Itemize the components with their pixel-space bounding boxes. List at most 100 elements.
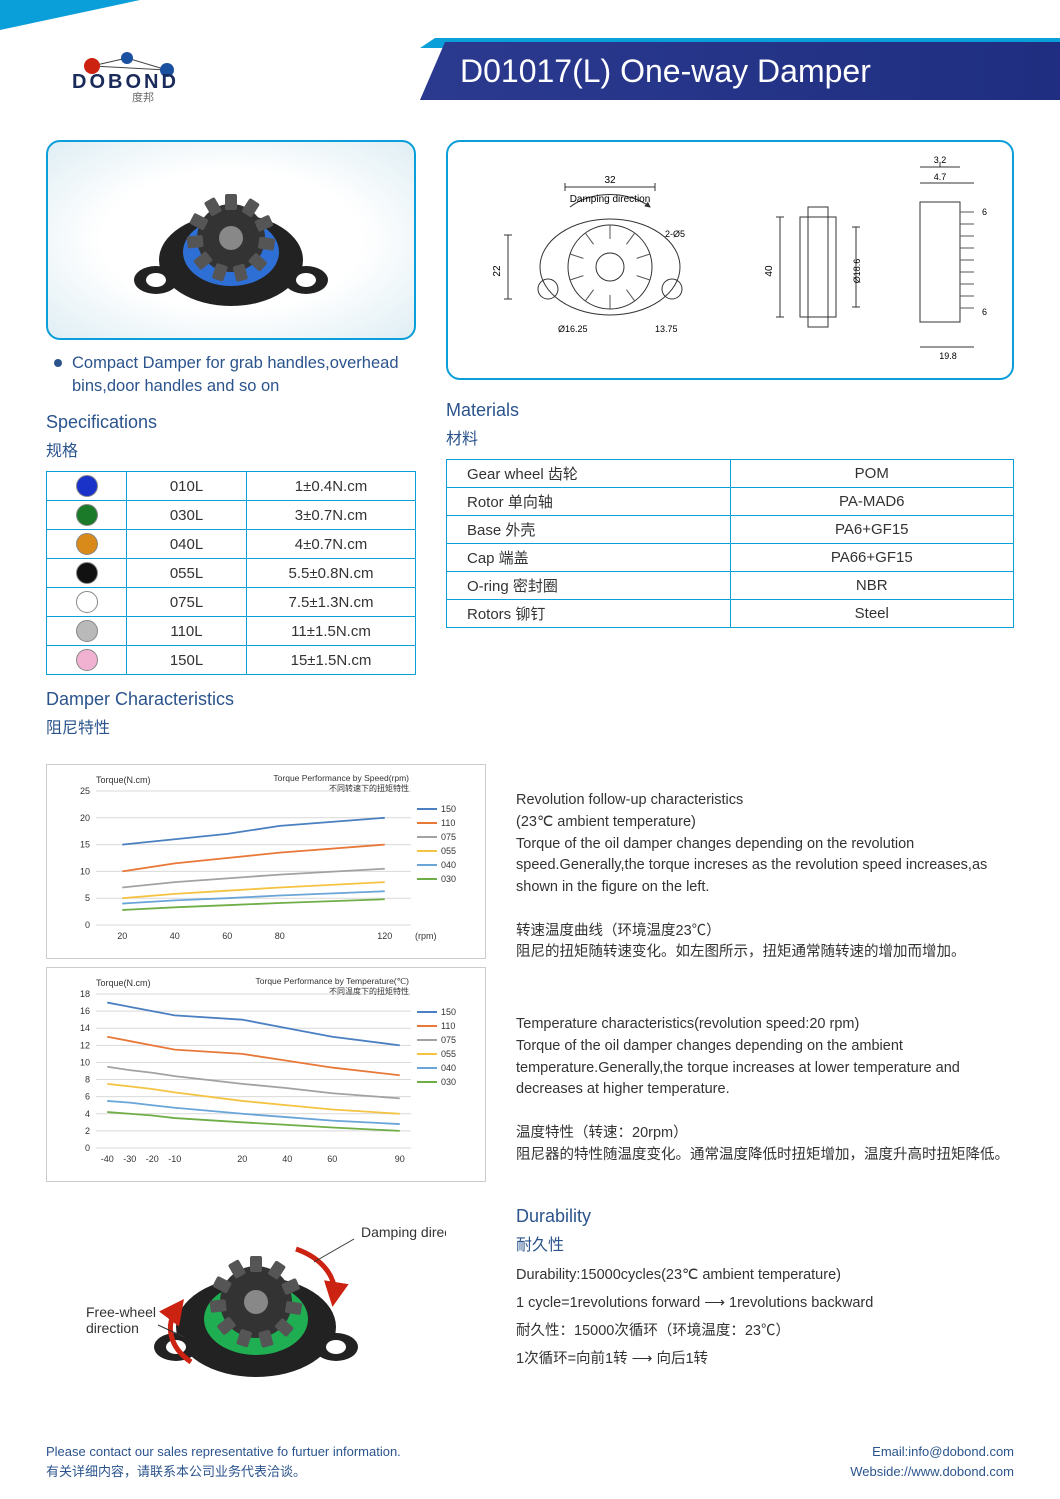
svg-text:25: 25 [80, 786, 90, 796]
svg-text:10: 10 [80, 1058, 90, 1068]
dur-l2: 1 cycle=1revolutions forward ⟶ 1revoluti… [516, 1293, 1014, 1315]
svg-text:150: 150 [441, 804, 456, 814]
svg-text:20: 20 [237, 1154, 247, 1164]
bullet-dot-icon [54, 359, 62, 367]
svg-text:6: 6 [982, 307, 987, 317]
tmp-heading: Temperature characteristics(revolution s… [516, 1014, 1014, 1036]
table-row: 010L 1±0.4N.cm [47, 472, 416, 501]
material-part: Rotors 铆钉 [447, 600, 731, 628]
spec-code: 150L [127, 646, 247, 675]
section-title-char: Damper Characteristics [46, 689, 416, 710]
svg-text:Torque(N.cm): Torque(N.cm) [96, 775, 151, 785]
page: DOBOND 度邦 D01017(L) One-way Damper [0, 0, 1060, 1499]
svg-text:13.75: 13.75 [655, 324, 678, 334]
material-value: PA66+GF15 [730, 544, 1014, 572]
rev-cn-h: 转速温度曲线（环境温度23℃） [516, 921, 1014, 943]
section-title-durability: Durability [516, 1206, 1014, 1227]
tmp-body: Torque of the oil damper changes dependi… [516, 1036, 1014, 1101]
color-swatch-icon [76, 620, 98, 642]
material-value: PA6+GF15 [730, 516, 1014, 544]
svg-text:Damping direction: Damping direction [570, 194, 651, 205]
damper-illustration-icon [101, 160, 361, 320]
color-swatch-icon [76, 591, 98, 613]
material-part: Base 外壳 [447, 516, 731, 544]
spec-code: 030L [127, 501, 247, 530]
spec-torque: 1±0.4N.cm [247, 472, 416, 501]
svg-text:0: 0 [85, 920, 90, 930]
svg-text:2: 2 [85, 1126, 90, 1136]
svg-text:Torque Performance by Temperat: Torque Performance by Temperature(℃) [256, 976, 410, 986]
svg-text:19.8: 19.8 [939, 351, 957, 361]
spec-torque: 15±1.5N.cm [247, 646, 416, 675]
svg-text:(rpm): (rpm) [415, 931, 437, 941]
technical-drawing: Damping direction 32 22 Ø16.25 2-Ø5 13.7… [446, 140, 1014, 380]
svg-text:20: 20 [80, 813, 90, 823]
svg-text:6: 6 [982, 207, 987, 217]
svg-text:20: 20 [117, 931, 127, 941]
bullet-item: Compact Damper for grab handles,overhead… [46, 352, 416, 398]
brand-logo-icon: DOBOND 度邦 [72, 48, 242, 103]
svg-text:16: 16 [80, 1006, 90, 1016]
svg-text:15: 15 [80, 840, 90, 850]
chart-temperature: 024681012141618-40-30-20-1020406090Torqu… [46, 967, 486, 1182]
svg-text:不同转速下的扭矩特性: 不同转速下的扭矩特性 [329, 783, 409, 793]
color-swatch-icon [76, 504, 98, 526]
section-title-specs: Specifications [46, 412, 416, 433]
page-title: D01017(L) One-way Damper [420, 42, 1060, 100]
table-row: O-ring 密封圈NBR [447, 572, 1014, 600]
svg-text:110: 110 [441, 1021, 455, 1031]
svg-text:3.2: 3.2 [934, 155, 947, 165]
svg-text:不同温度下的扭矩特性: 不同温度下的扭矩特性 [329, 986, 409, 996]
logo: DOBOND 度邦 [72, 48, 242, 103]
tmp-cn-h: 温度特性（转速：20rpm） [516, 1123, 1014, 1145]
material-value: POM [730, 460, 1014, 488]
table-row: 030L 3±0.7N.cm [47, 501, 416, 530]
table-row: Base 外壳PA6+GF15 [447, 516, 1014, 544]
table-row: Rotor 单向轴PA-MAD6 [447, 488, 1014, 516]
spec-torque: 3±0.7N.cm [247, 501, 416, 530]
chart-speed: 051015202520406080120Torque(N.cm)(rpm)To… [46, 764, 486, 959]
svg-text:040: 040 [441, 1063, 456, 1073]
damping-direction-image: Damping direction Free-wheeldirection [46, 1202, 486, 1412]
spec-code: 110L [127, 617, 247, 646]
dur-l3: 耐久性：15000次循环（环境温度：23℃） [516, 1321, 1014, 1343]
material-part: Gear wheel 齿轮 [447, 460, 731, 488]
svg-text:8: 8 [85, 1075, 90, 1085]
svg-text:22: 22 [492, 265, 503, 277]
svg-text:10: 10 [80, 867, 90, 877]
svg-text:12: 12 [80, 1041, 90, 1051]
svg-text:055: 055 [441, 846, 456, 856]
material-value: NBR [730, 572, 1014, 600]
content: Compact Damper for grab handles,overhead… [0, 110, 1060, 1412]
svg-text:6: 6 [85, 1092, 90, 1102]
svg-text:0: 0 [85, 1143, 90, 1153]
material-part: O-ring 密封圈 [447, 572, 731, 600]
svg-text:Damping direction: Damping direction [361, 1224, 446, 1240]
svg-text:80: 80 [275, 931, 285, 941]
section-title-specs-cn: 规格 [46, 437, 416, 461]
rev-cn-b: 阻尼的扭矩随转速变化。如左图所示，扭矩通常随转速的增加而增加。 [516, 942, 1014, 964]
svg-text:110: 110 [441, 818, 455, 828]
spec-torque: 7.5±1.3N.cm [247, 588, 416, 617]
temperature-desc: Temperature characteristics(revolution s… [516, 1014, 1014, 1166]
footer-contact-cn: 有关详细内容，请联系本公司业务代表洽谈。 [46, 1462, 401, 1482]
svg-text:4.7: 4.7 [934, 172, 947, 182]
svg-text:040: 040 [441, 860, 456, 870]
svg-text:4: 4 [85, 1109, 90, 1119]
table-row: 055L 5.5±0.8N.cm [47, 559, 416, 588]
section-title-materials-cn: 材料 [446, 425, 1014, 449]
header-triangle [0, 0, 140, 30]
table-row: Rotors 铆钉Steel [447, 600, 1014, 628]
spec-torque: 11±1.5N.cm [247, 617, 416, 646]
material-part: Cap 端盖 [447, 544, 731, 572]
svg-text:DOBOND: DOBOND [72, 71, 179, 93]
svg-text:14: 14 [80, 1023, 90, 1033]
dur-l4: 1次循环=向前1转 ⟶ 向后1转 [516, 1349, 1014, 1371]
svg-text:Torque Performance by Speed(rp: Torque Performance by Speed(rpm) [273, 773, 409, 783]
table-row: 150L 15±1.5N.cm [47, 646, 416, 675]
svg-text:-30: -30 [123, 1154, 136, 1164]
svg-text:5: 5 [85, 893, 90, 903]
section-title-materials: Materials [446, 400, 1014, 421]
svg-text:2-Ø5: 2-Ø5 [665, 229, 685, 239]
chart-speed-svg: 051015202520406080120Torque(N.cm)(rpm)To… [51, 769, 481, 949]
